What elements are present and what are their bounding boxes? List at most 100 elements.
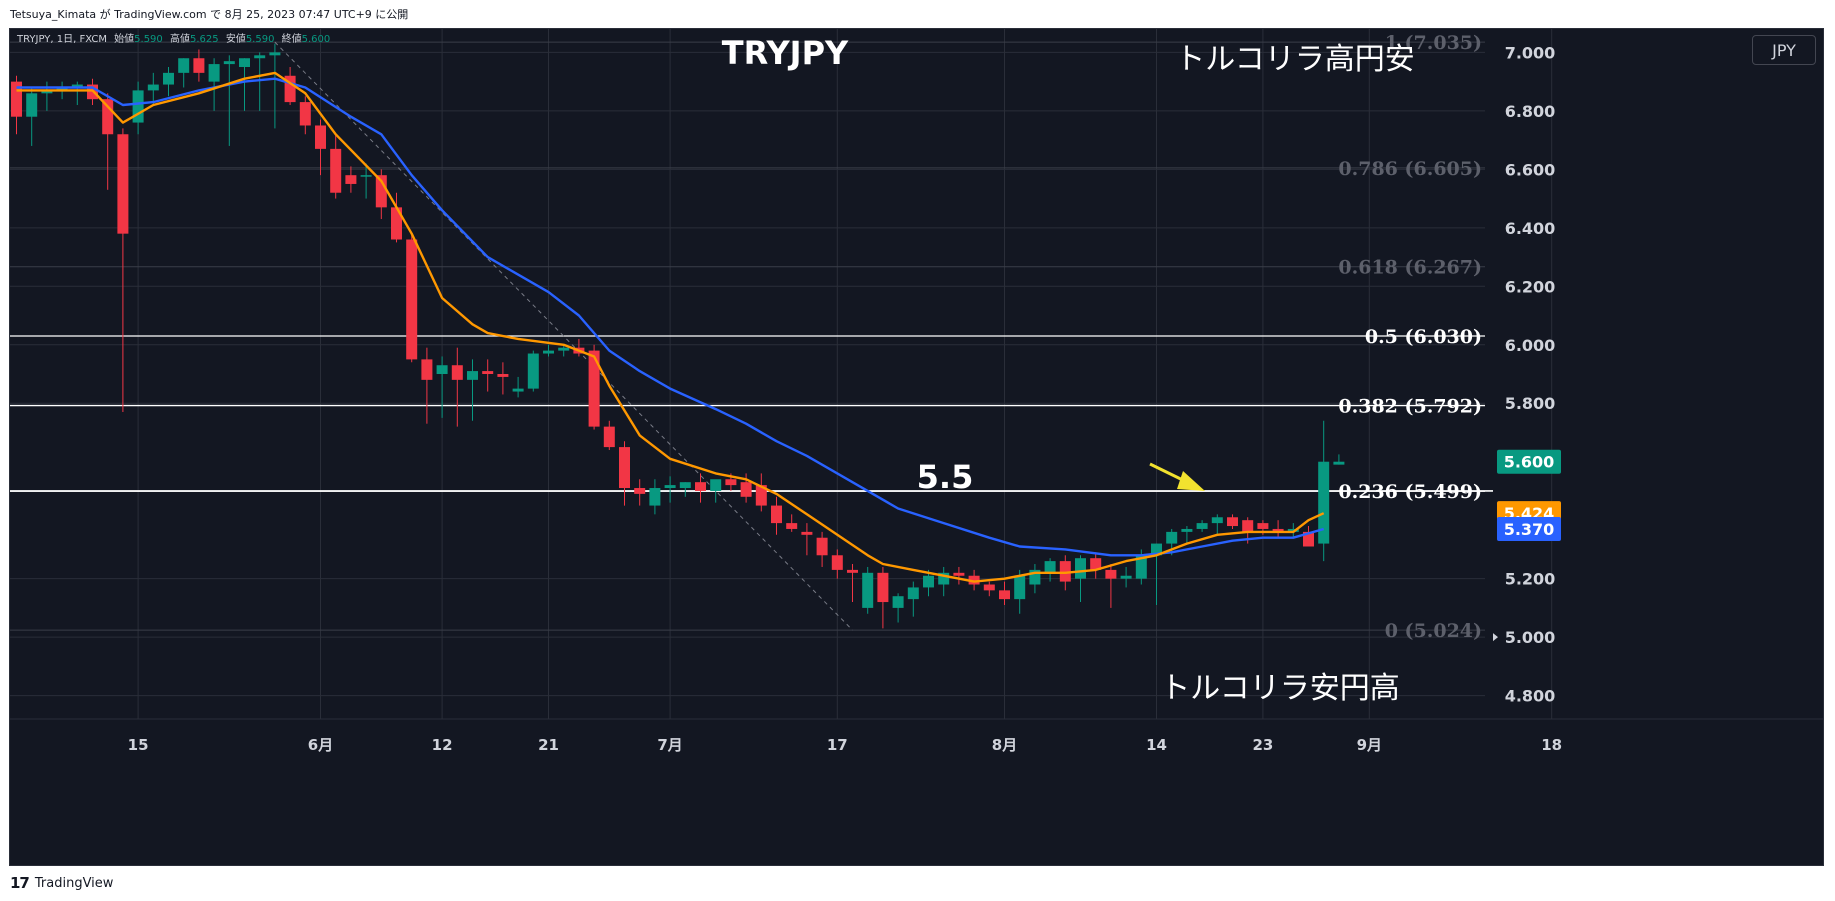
candle-body xyxy=(558,347,570,351)
candle-body xyxy=(543,350,554,354)
candle-body xyxy=(406,239,418,360)
candle-body xyxy=(1196,523,1208,529)
y-tick-label: 4.800 xyxy=(1505,687,1556,706)
x-tick-label: 21 xyxy=(538,736,559,754)
candle-body xyxy=(862,572,874,608)
candle-body xyxy=(695,482,706,491)
fibonacci-layer: 1 (7.035) 0.786 (6.605) 0.618 (6.267) 0.5 (… xyxy=(10,32,1493,642)
candle-body xyxy=(1075,558,1086,579)
candle-body xyxy=(1211,517,1223,524)
candle-body xyxy=(208,64,220,82)
ema-slow-line xyxy=(16,77,1325,557)
candle-body xyxy=(1257,523,1269,529)
candle-body xyxy=(603,426,615,448)
axis-layer: 15 6月 12 21 7月 17 8月 14 23 9月 18 7.000 6.800 6.600 6.4… xyxy=(128,43,1562,754)
trend-line-layer xyxy=(274,41,853,631)
x-tick-label: 18 xyxy=(1541,736,1562,754)
x-tick-label: 9月 xyxy=(1357,736,1382,754)
candle-body xyxy=(467,371,478,380)
candle-body xyxy=(1105,569,1117,579)
candle-body xyxy=(1135,555,1147,579)
chart-canvas[interactable]: 1 (7.035) 0.786 (6.605) 0.618 (6.267) 0.5 (… xyxy=(10,29,1823,865)
candle-body xyxy=(56,87,68,91)
ema-fast-line xyxy=(16,71,1325,583)
candle-body xyxy=(847,569,858,573)
tradingview-mark-icon: 17 xyxy=(10,874,30,892)
currency-selector-button[interactable]: JPY xyxy=(1752,35,1816,65)
candle-body xyxy=(482,371,494,374)
candle-body xyxy=(1303,531,1314,547)
y-tick-label: 6.800 xyxy=(1505,102,1556,121)
chart-title: TRYJPY xyxy=(722,34,849,72)
high-value: 5.625 xyxy=(190,34,219,45)
candle-body xyxy=(649,488,661,506)
candle-body xyxy=(193,58,205,73)
x-tick-label: 7月 xyxy=(657,736,682,754)
candle-body xyxy=(710,479,722,491)
close-value: 5.600 xyxy=(302,34,331,45)
fib-level-label: 0.5 (6.030) xyxy=(1365,326,1482,348)
x-tick-label: 12 xyxy=(432,736,453,754)
x-tick-label: 15 xyxy=(128,736,149,754)
moving-averages-layer xyxy=(16,71,1325,583)
tradingview-brand-text: TradingView xyxy=(34,875,114,891)
y-tick-label: 6.600 xyxy=(1505,160,1556,179)
fib-level-label: 0 (5.024) xyxy=(1385,620,1482,642)
candle-body xyxy=(102,99,114,135)
candle-body xyxy=(1166,531,1178,544)
candle-body xyxy=(1272,528,1284,532)
candle-body xyxy=(1227,517,1238,527)
candle-body xyxy=(330,148,342,193)
candle-body xyxy=(451,365,463,380)
axis-pointer-icon xyxy=(1493,633,1498,642)
candle-body xyxy=(1059,561,1071,582)
candle-body xyxy=(1120,575,1132,579)
annotation-bottom-right: トルコリラ安円高 xyxy=(1160,671,1399,706)
x-tick-label: 17 xyxy=(827,736,848,754)
candle-body xyxy=(117,134,129,234)
arrow-head-icon xyxy=(1177,471,1205,491)
y-tick-label: 6.200 xyxy=(1505,277,1556,296)
x-tick-label: 8月 xyxy=(992,736,1017,754)
candle-body xyxy=(923,575,934,588)
candle-body xyxy=(421,359,433,380)
close-label: 終値 xyxy=(282,32,302,45)
candle-body xyxy=(512,388,524,392)
candle-body xyxy=(223,61,235,65)
open-label: 始値 xyxy=(114,32,134,45)
price-badge xyxy=(1497,449,1561,474)
candle-body xyxy=(391,207,402,240)
price-badge-label: 5.600 xyxy=(1504,453,1555,472)
candle-body xyxy=(254,55,266,59)
candle-body xyxy=(284,75,296,103)
x-tick-label: 14 xyxy=(1146,736,1167,754)
candle-body xyxy=(816,537,828,556)
candle-body xyxy=(178,58,190,73)
candle-body xyxy=(983,584,995,591)
candle-body xyxy=(771,505,782,524)
fib-level-label: 0.236 (5.499) xyxy=(1338,481,1482,503)
tradingview-logo[interactable]: 17 TradingView xyxy=(10,874,113,892)
annotations-layer xyxy=(1149,462,1205,491)
candle-body xyxy=(664,485,676,489)
candle-body xyxy=(877,572,889,603)
low-label: 安値 xyxy=(226,32,246,45)
candle-body xyxy=(999,590,1010,600)
candle-body xyxy=(953,572,965,576)
y-tick-label: 6.400 xyxy=(1505,219,1556,238)
chart-panel[interactable]: 1 (7.035) 0.786 (6.605) 0.618 (6.267) 0.5 (… xyxy=(9,28,1824,866)
candle-body xyxy=(527,353,539,389)
candle-body xyxy=(740,482,752,497)
candle-body xyxy=(1151,543,1162,556)
y-tick-label: 5.000 xyxy=(1505,628,1556,647)
candle-body xyxy=(315,125,326,149)
candle-body xyxy=(801,531,813,535)
candle-body xyxy=(239,58,250,68)
candle-body xyxy=(345,175,357,184)
candles-layer xyxy=(11,43,1345,629)
candle-body xyxy=(1044,561,1056,573)
y-tick-label: 5.200 xyxy=(1505,570,1556,589)
price-badge xyxy=(1497,516,1561,541)
high-label: 高値 xyxy=(170,32,190,45)
fib-level-label: 1 (7.035) xyxy=(1385,32,1482,54)
